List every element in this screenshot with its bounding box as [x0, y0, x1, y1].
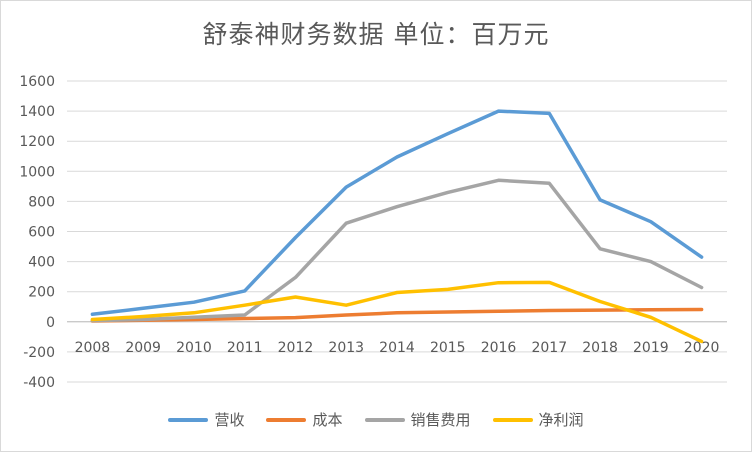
legend-swatch [168, 417, 209, 422]
legend-label: 营收 [214, 411, 245, 429]
x-tick-label: 2008 [75, 340, 111, 356]
legend-swatch [492, 417, 533, 422]
chart-title: 舒泰神财务数据 单位：百万元 [202, 20, 550, 49]
series-line-3 [90, 178, 704, 323]
y-tick-label: 200 [28, 285, 55, 301]
legend-label: 净利润 [538, 411, 584, 429]
legend-item: 成本 [266, 409, 343, 430]
y-tick-label: -200 [23, 345, 55, 361]
legend-item: 净利润 [492, 409, 584, 430]
y-tick-label: -400 [23, 375, 55, 391]
legend-item: 营收 [168, 409, 244, 430]
x-tick-label: 2017 [531, 340, 567, 356]
series-line-4 [90, 280, 704, 344]
x-tick-label: 2020 [684, 340, 720, 356]
legend-item: 销售费用 [364, 409, 471, 430]
x-tick-label: 2012 [278, 340, 314, 356]
y-tick-label: 600 [28, 225, 55, 241]
series-line-1 [90, 109, 704, 317]
chart-legend: 营收 成本 销售费用 净利润 [1, 409, 751, 430]
y-tick-label: 1000 [19, 164, 55, 180]
y-tick-label: 0 [46, 315, 55, 331]
y-tick-label: 800 [28, 194, 55, 210]
y-tick-label: 1600 [19, 74, 55, 90]
y-tick-label: 1400 [19, 104, 55, 120]
x-tick-label: 2018 [582, 340, 618, 356]
x-tick-label: 2016 [481, 340, 517, 356]
series-line-2 [90, 307, 704, 323]
legend-label: 成本 [312, 411, 343, 429]
y-tick-label: 1200 [19, 134, 55, 150]
legend-swatch [266, 417, 307, 422]
x-tick-label: 2009 [125, 340, 161, 356]
x-tick-label: 2013 [328, 340, 364, 356]
x-tick-label: 2014 [379, 340, 415, 356]
x-tick-label: 2010 [176, 340, 212, 356]
legend-label: 销售费用 [410, 411, 471, 429]
x-tick-label: 2015 [430, 340, 466, 356]
x-tick-label: 2019 [633, 340, 669, 356]
legend-swatch [364, 417, 405, 422]
y-tick-label: 400 [28, 255, 55, 271]
x-tick-label: 2011 [227, 340, 263, 356]
